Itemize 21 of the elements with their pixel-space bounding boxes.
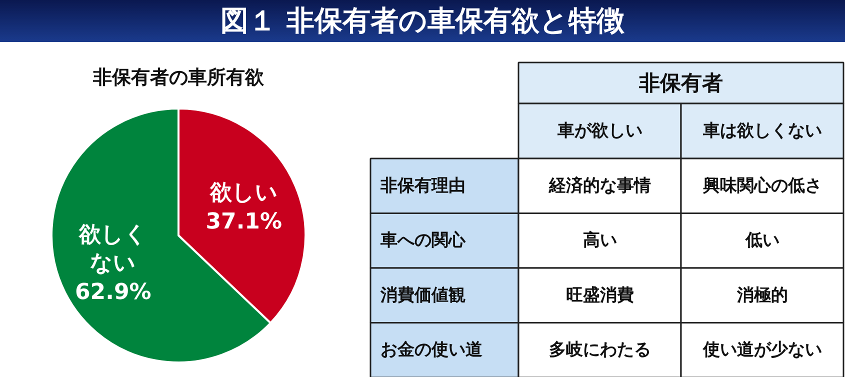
text: 使い道が少ない <box>702 340 822 360</box>
text: 経済的な事情 <box>548 176 651 196</box>
text: 消極的 <box>736 285 788 306</box>
text: 興味関心の低さ <box>702 176 822 196</box>
text: 図１ 非保有者の車保有欲と特徴 <box>220 3 624 39</box>
chart-subtitle: 非保有者の車所有欲 <box>92 66 265 88</box>
text: 低い <box>745 230 780 251</box>
slice-label: 欲しい <box>208 180 278 206</box>
data-label: 62.9% <box>74 280 152 305</box>
category-label: 車への関心 <box>380 230 466 251</box>
data-label: 37.1% <box>206 209 282 234</box>
text: 旺盛消費 <box>566 285 634 306</box>
category-label: お金の使い道 <box>380 340 482 360</box>
category-label: 消費価値観 <box>380 285 466 306</box>
text: 非保有者 <box>638 71 723 95</box>
category-label: 非保有理由 <box>380 176 466 196</box>
slice-label: 欲しくない <box>78 222 148 276</box>
text: 多岐にわたる <box>548 340 651 360</box>
category-label: 車が欲しい <box>556 121 642 141</box>
text: 高い <box>582 230 617 251</box>
category-label: 車は欲しくない <box>702 121 822 141</box>
